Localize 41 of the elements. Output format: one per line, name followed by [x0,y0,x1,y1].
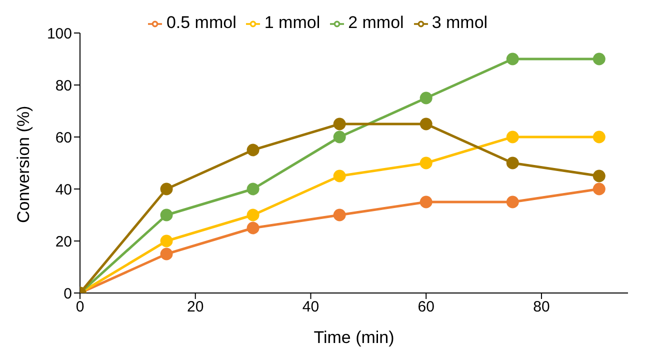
legend-label: 3 mmol [432,13,488,32]
point [246,222,260,234]
point [160,248,173,260]
point [160,234,173,248]
point [420,118,432,130]
point [333,118,346,130]
point [246,182,260,196]
y-tick-label: 60 [55,129,72,146]
point [506,156,519,170]
point [333,130,346,144]
point [333,170,346,182]
point [592,170,606,182]
x-tick-label: 0 [76,298,84,316]
point [506,196,519,208]
y-tick-label: 80 [55,77,72,94]
x-tick-label: 40 [302,298,320,316]
point [420,156,432,170]
point [592,52,606,66]
x-tick-label: 80 [533,298,550,316]
x-axis-title: Time (min) [314,328,394,347]
y-tick-label: 100 [46,25,72,42]
point [420,92,432,104]
point [506,130,519,144]
point [506,52,519,66]
point [160,208,173,222]
x-tick-label: 20 [187,298,204,316]
point [592,182,606,196]
legend-label: 1 mmol [264,13,320,32]
legend-label: 2 mmol [348,13,404,32]
point [246,144,260,156]
legend-label: 0.5 mmol [166,13,236,32]
point [333,208,346,222]
y-tick-label: 40 [55,181,72,198]
point [420,196,432,208]
x-tick-label: 60 [418,298,434,316]
point [160,182,173,196]
y-tick-label: 0 [64,285,72,302]
y-tick-label: 20 [55,233,72,250]
y-axis-title: Conversion (%) [14,106,34,223]
point [592,130,606,144]
point [246,208,260,222]
